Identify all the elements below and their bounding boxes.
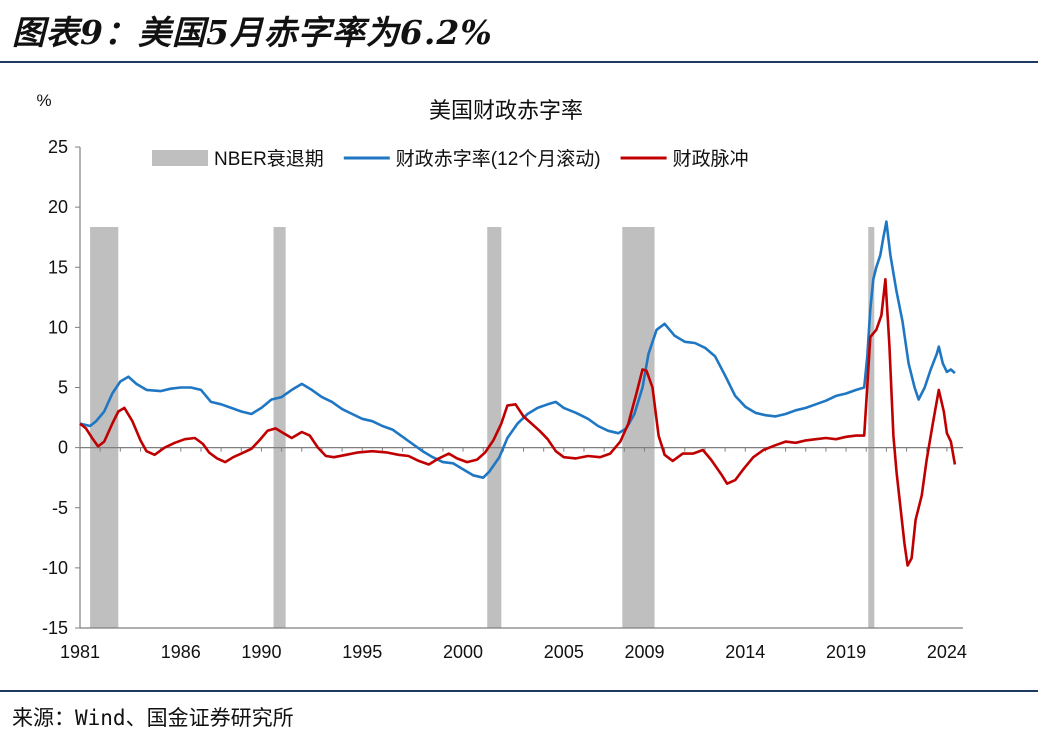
recession-band [273,227,286,628]
y-axis-unit: % [36,91,51,110]
x-tick-label: 2014 [725,642,765,662]
figure-header: 图表9：美国5月赤字率为6.2% [12,8,493,58]
y-tick-label: 25 [48,137,68,157]
header-rule [0,61,1038,63]
y-tick-label: 5 [58,378,68,398]
recession-band [868,227,875,628]
chart-axes: 25 20 15 10 5 0 -5 -10 -15 1981 1986 1990 1995 2000 20… [42,137,967,662]
y-tick-label: 0 [58,438,68,458]
legend-label: NBER衰退期 [214,148,324,170]
recession-band [487,227,502,628]
x-tick-label: 1986 [161,642,201,662]
series-line-deficit-rate [79,220,956,479]
x-tick-label: 2019 [826,642,866,662]
series-line-fiscal-impulse [79,278,957,567]
deficit-chart: 美国财政赤字率 % 25 20 15 10 5 0 -5 -10 -15 1981 1986 1990… [36,91,967,662]
x-tick-label: 2000 [443,642,483,662]
x-tick-label: 2009 [624,642,664,662]
y-tick-label: 20 [48,197,68,217]
legend-label: 财政赤字率(12个月滚动) [396,148,601,170]
legend-swatch-band [152,150,208,166]
legend-label: 财政脉冲 [673,148,749,170]
series-lines [79,220,957,567]
x-tick-label: 1995 [342,642,382,662]
recession-band [90,227,119,628]
y-tick-label: -10 [42,558,68,578]
y-tick-label: -5 [52,498,68,518]
x-tick-label: 2005 [544,642,584,662]
chart-legend: NBER衰退期 财政赤字率(12个月滚动) 财政脉冲 [152,148,749,170]
footer-rule [0,690,1038,692]
figure-title: 图表9：美国5月赤字率为6.2% [12,13,493,52]
y-tick-label: 15 [48,257,68,277]
y-tick-label: -15 [42,618,68,638]
x-tick-label: 1981 [60,642,100,662]
y-tick-label: 10 [48,317,68,337]
x-tick-label: 2024 [927,642,967,662]
source-note: 来源：Wind、国金证券研究所 [12,706,294,730]
recession-bands [90,227,875,628]
chart-title: 美国财政赤字率 [429,98,583,123]
x-tick-label: 1990 [241,642,281,662]
